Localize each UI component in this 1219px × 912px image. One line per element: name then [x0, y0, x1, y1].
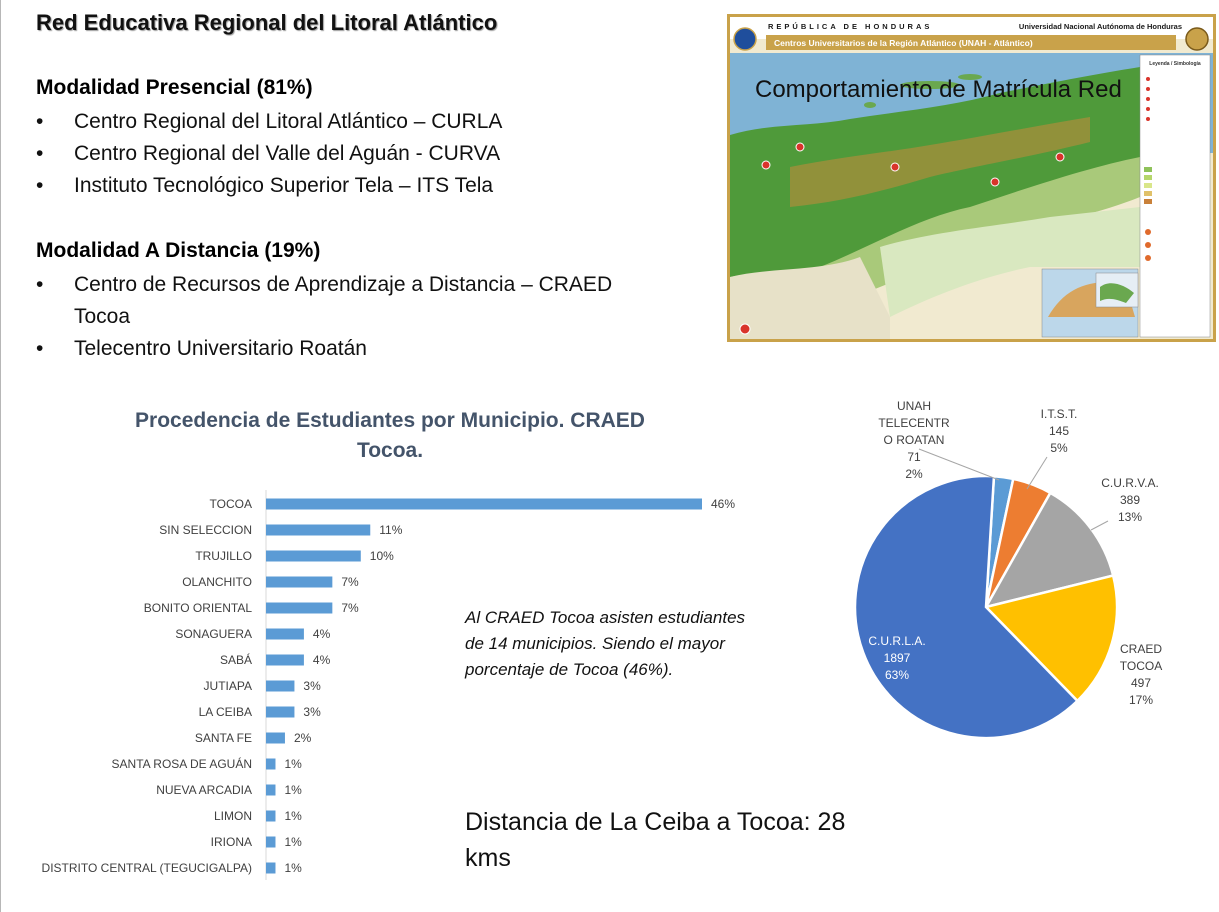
category-label: JUTIAPA [204, 679, 252, 693]
category-label: TRUJILLO [195, 549, 252, 563]
list-item: Instituto Tecnológico Superior Tela – IT… [36, 170, 634, 202]
region-map: REPÚBLICA DE HONDURAS Universidad Nacion… [727, 14, 1216, 342]
pie-label: TELECENTR [878, 416, 950, 430]
pie-label: 13% [1118, 510, 1142, 524]
pie-label: 2% [905, 467, 923, 481]
bar-chart: TOCOA 46% SIN SELECCION 11% TRUJILLO 10% OLANC… [42, 490, 735, 880]
category-label: OLANCHITO [182, 575, 252, 589]
pie-label: 17% [1129, 693, 1153, 707]
bar-value-label: 1% [284, 835, 302, 849]
category-label: SIN SELECCION [159, 523, 252, 537]
bar [266, 810, 276, 822]
slide-title: Red Educativa Regional del Litoral Atlán… [36, 10, 498, 35]
bar [266, 680, 295, 692]
list-item: Centro Regional del Valle del Aguán - CU… [36, 138, 634, 170]
map-header-right: Universidad Nacional Autónoma de Hondura… [1019, 22, 1182, 31]
pie-chart: UNAH TELECENTR O ROATAN 71 2% I.T.S.T. 145 5% C.… [853, 399, 1162, 740]
pie-label: C.U.R.L.A. [868, 634, 925, 648]
presencial-heading: Modalidad Presencial (81%) [36, 76, 313, 99]
category-label: LIMON [214, 809, 252, 823]
pie-slice [853, 474, 1080, 740]
list-item: Telecentro Universitario Roatán [36, 333, 634, 365]
bar [266, 602, 333, 614]
category-label: LA CEIBA [199, 705, 252, 719]
bar [266, 784, 276, 796]
map-banner: Centros Universitarios de la Región Atlá… [774, 38, 1033, 48]
bar [266, 550, 361, 562]
pie-label: 389 [1120, 493, 1140, 507]
bar [266, 732, 285, 744]
pie-label: 497 [1131, 676, 1151, 690]
category-label: SABÁ [220, 652, 252, 667]
category-label: NUEVA ARCADIA [156, 783, 252, 797]
list-item: Centro Regional del Litoral Atlántico – … [36, 106, 634, 138]
region-map-drawing: REPÚBLICA DE HONDURAS Universidad Nacion… [730, 17, 1213, 339]
map-caption: Comportamiento de Matrícula Red [755, 76, 1122, 103]
pie-label: I.T.S.T. [1041, 407, 1078, 421]
pie-leader-line [918, 448, 1000, 481]
pie-slice [983, 491, 1115, 609]
pie-label: 5% [1050, 441, 1068, 455]
list-item: Centro de Recursos de Aprendizaje a Dist… [36, 269, 634, 333]
category-label: IRIONA [211, 835, 252, 849]
bar [266, 836, 276, 848]
pie-label: C.U.R.V.A. [1101, 476, 1159, 490]
bar-value-label: 3% [303, 679, 321, 693]
pie-label: UNAH [897, 399, 931, 413]
bar-value-label: 1% [284, 861, 302, 875]
bar-value-label: 7% [341, 575, 359, 589]
bar [266, 628, 304, 640]
bar [266, 576, 333, 588]
bar-value-label: 4% [313, 627, 331, 641]
bar [266, 654, 304, 666]
bar-value-label: 1% [284, 757, 302, 771]
pie-label: CRAED [1120, 642, 1162, 656]
map-legend-title: Leyenda / Simbología [1149, 61, 1201, 67]
pie-slice [983, 574, 1119, 703]
presencial-section: Modalidad Presencial (81%) Centro Region… [36, 74, 634, 202]
distancia-heading: Modalidad A Distancia (19%) [36, 239, 321, 262]
map-header-left: REPÚBLICA DE HONDURAS [768, 22, 932, 31]
pie-leader-line [1026, 456, 1048, 490]
pie-leader-line [1090, 520, 1109, 531]
slide-left-rule [0, 0, 1, 912]
bar-value-label: 3% [303, 705, 321, 719]
pie-label: 63% [885, 668, 909, 682]
bar-value-label: 10% [370, 549, 394, 563]
pie-label: TOCOA [1120, 659, 1162, 673]
distancia-list: Centro de Recursos de Aprendizaje a Dist… [36, 269, 634, 365]
bar [266, 524, 371, 536]
pie-label: 71 [907, 450, 921, 464]
note-text: Al CRAED Tocoa asisten estudiantes de 14… [465, 608, 746, 679]
bar [266, 706, 295, 718]
bar-value-label: 1% [284, 809, 302, 823]
bar-value-label: 4% [313, 653, 331, 667]
category-label: BONITO ORIENTAL [144, 601, 253, 615]
category-label: TOCOA [210, 497, 252, 511]
presencial-list: Centro Regional del Litoral Atlántico – … [36, 106, 634, 202]
honduras-seal-icon [733, 27, 757, 51]
distance-text: Distancia de La Ceiba a Tocoa: 28 kms [465, 808, 846, 872]
bar-chart-title: Procedencia de Estudiantes por Municipio… [135, 409, 645, 462]
bar [266, 498, 702, 510]
unah-seal-icon [1185, 27, 1209, 51]
bar-value-label: 11% [379, 523, 402, 537]
bar [266, 758, 276, 770]
bar-value-label: 2% [294, 731, 312, 745]
category-label: DISTRITO CENTRAL (TEGUCIGALPA) [42, 861, 252, 875]
category-label: SONAGUERA [175, 627, 252, 641]
category-label: SANTA FE [195, 731, 252, 745]
distancia-section: Modalidad A Distancia (19%) Centro de Re… [36, 237, 634, 365]
pie-label: O ROATAN [884, 433, 945, 447]
category-label: SANTA ROSA DE AGUÁN [112, 756, 252, 771]
bar [266, 862, 276, 874]
pie-label: 145 [1049, 424, 1069, 438]
bar-value-label: 7% [341, 601, 359, 615]
pie-label: 1897 [884, 651, 911, 665]
bar-value-label: 1% [284, 783, 302, 797]
bar-value-label: 46% [711, 497, 735, 511]
